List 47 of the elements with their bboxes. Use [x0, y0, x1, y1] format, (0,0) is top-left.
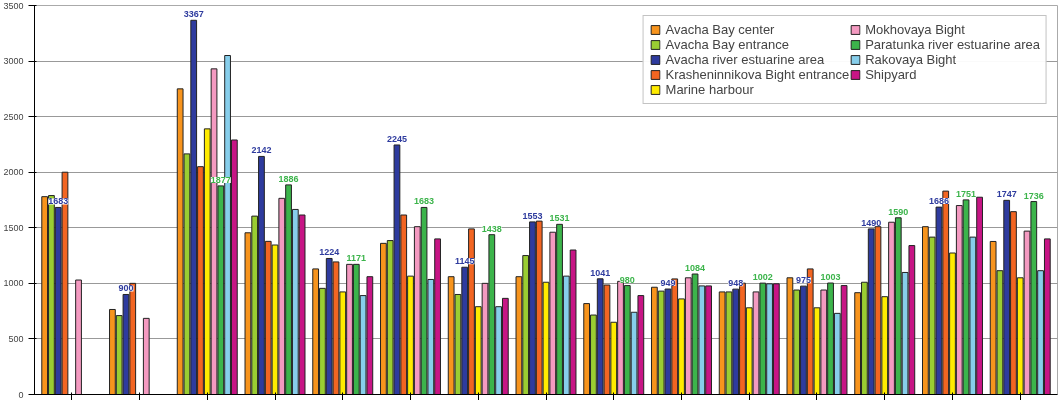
data-label: 1490 [861, 217, 882, 228]
y-tick-label: 1500 [3, 222, 24, 233]
data-label: 1003 [820, 272, 841, 283]
data-label: 1886 [278, 173, 299, 184]
legend-label: Shipyard [865, 67, 917, 82]
data-label: 975 [795, 275, 811, 286]
legend-label: Avacha Bay entrance [665, 37, 789, 52]
data-label: 1224 [319, 247, 340, 258]
data-label: 1736 [1023, 190, 1044, 201]
data-label: 2142 [251, 145, 272, 156]
bar [75, 279, 82, 395]
data-label: 1683 [48, 196, 69, 207]
data-label: 949 [660, 278, 676, 289]
data-label: 1553 [522, 210, 543, 221]
legend-label: Marine harbour [665, 82, 754, 97]
legend-label: Krasheninnikova Bight entrance [665, 67, 850, 82]
legend-label: Paratunka river estuarine area [865, 37, 1040, 52]
data-label: 1438 [481, 223, 502, 234]
y-tick-label: 3500 [3, 0, 24, 11]
data-label: 2245 [386, 133, 407, 144]
y-tick-label: 1000 [3, 278, 24, 289]
data-label: 1590 [888, 206, 909, 217]
data-label: 1531 [549, 213, 570, 224]
data-label: 3367 [183, 9, 204, 20]
legend-label: Avacha Bay center [665, 22, 775, 37]
data-label: 900 [118, 283, 134, 294]
legend-label: Mokhovaya Bight [865, 22, 965, 37]
data-label: 1751 [956, 188, 977, 199]
bar [142, 317, 150, 395]
y-tick-label: 500 [8, 333, 24, 344]
legend-label: Avacha river estuarine area [665, 52, 825, 67]
data-label: 1002 [752, 272, 773, 283]
data-label: 1683 [414, 196, 435, 207]
y-tick-label: 2000 [3, 167, 24, 178]
data-label: 980 [619, 274, 635, 285]
y-tick-label: 0 [18, 389, 24, 400]
data-label: 1877 [210, 174, 231, 185]
y-tick-label: 3000 [3, 56, 24, 67]
data-label: 1145 [454, 256, 475, 267]
data-label: 1084 [685, 263, 706, 274]
data-label: 1041 [590, 267, 611, 278]
y-tick-label: 2500 [3, 111, 24, 122]
data-label: 1171 [346, 253, 367, 264]
data-label: 1686 [928, 196, 949, 207]
data-label: 948 [728, 278, 744, 289]
data-label: 1747 [996, 189, 1017, 200]
legend-label: Rakovaya Bight [865, 52, 957, 67]
